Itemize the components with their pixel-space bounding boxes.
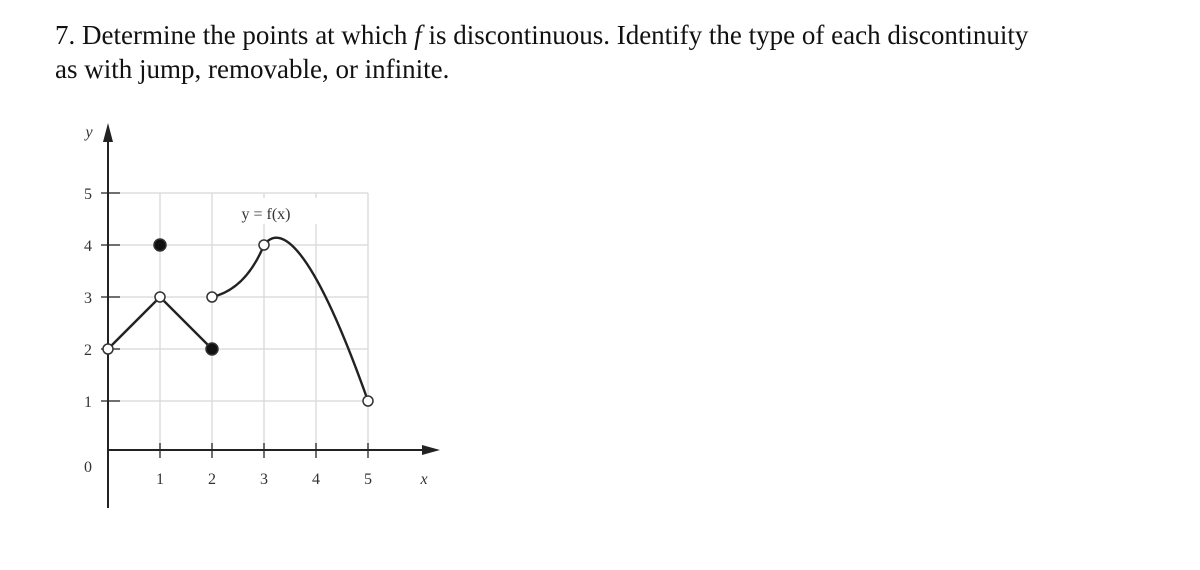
question-text: is discontinuous. Identify the type of e…	[428, 20, 1029, 50]
label-bg	[218, 198, 318, 224]
function-name: f	[414, 20, 422, 50]
open-point	[154, 291, 166, 303]
curve	[263, 236, 370, 402]
x-tick-label: 0	[84, 459, 92, 476]
y-tick-label: 4	[84, 238, 92, 255]
curve	[159, 296, 213, 350]
question-line: as with jump, removable, or infinite.	[55, 54, 449, 85]
open-point	[102, 343, 114, 355]
y-axis-label: y	[83, 124, 93, 141]
open-point	[362, 395, 374, 407]
y-tick-label: 2	[84, 342, 92, 359]
question-line: 7. Determine the points at which f is di…	[55, 20, 1028, 51]
x-tick-label: 5	[364, 471, 372, 488]
curve-label: y = f(x)	[241, 206, 290, 223]
question-text: as with jump, removable, or infinite.	[55, 54, 450, 84]
open-point	[258, 239, 270, 251]
curve	[211, 244, 266, 299]
x-tick-label: 2	[208, 471, 216, 488]
x-axis-label: x	[419, 471, 427, 488]
y-tick-label: 5	[84, 186, 92, 203]
x-tick-label: 4	[312, 471, 320, 488]
y-tick-label: 1	[84, 394, 92, 411]
open-point	[206, 291, 218, 303]
x-tick-label: 3	[260, 471, 268, 488]
question-number: 7.	[55, 20, 76, 50]
y-arrow	[103, 123, 113, 142]
y-tick-label: 3	[84, 290, 92, 307]
x-tick-label: 1	[156, 471, 164, 488]
question-text: Determine the points at which	[82, 20, 408, 50]
x-arrow	[422, 445, 440, 455]
closed-point	[153, 238, 167, 252]
closed-point	[205, 342, 219, 356]
curve	[107, 296, 161, 350]
